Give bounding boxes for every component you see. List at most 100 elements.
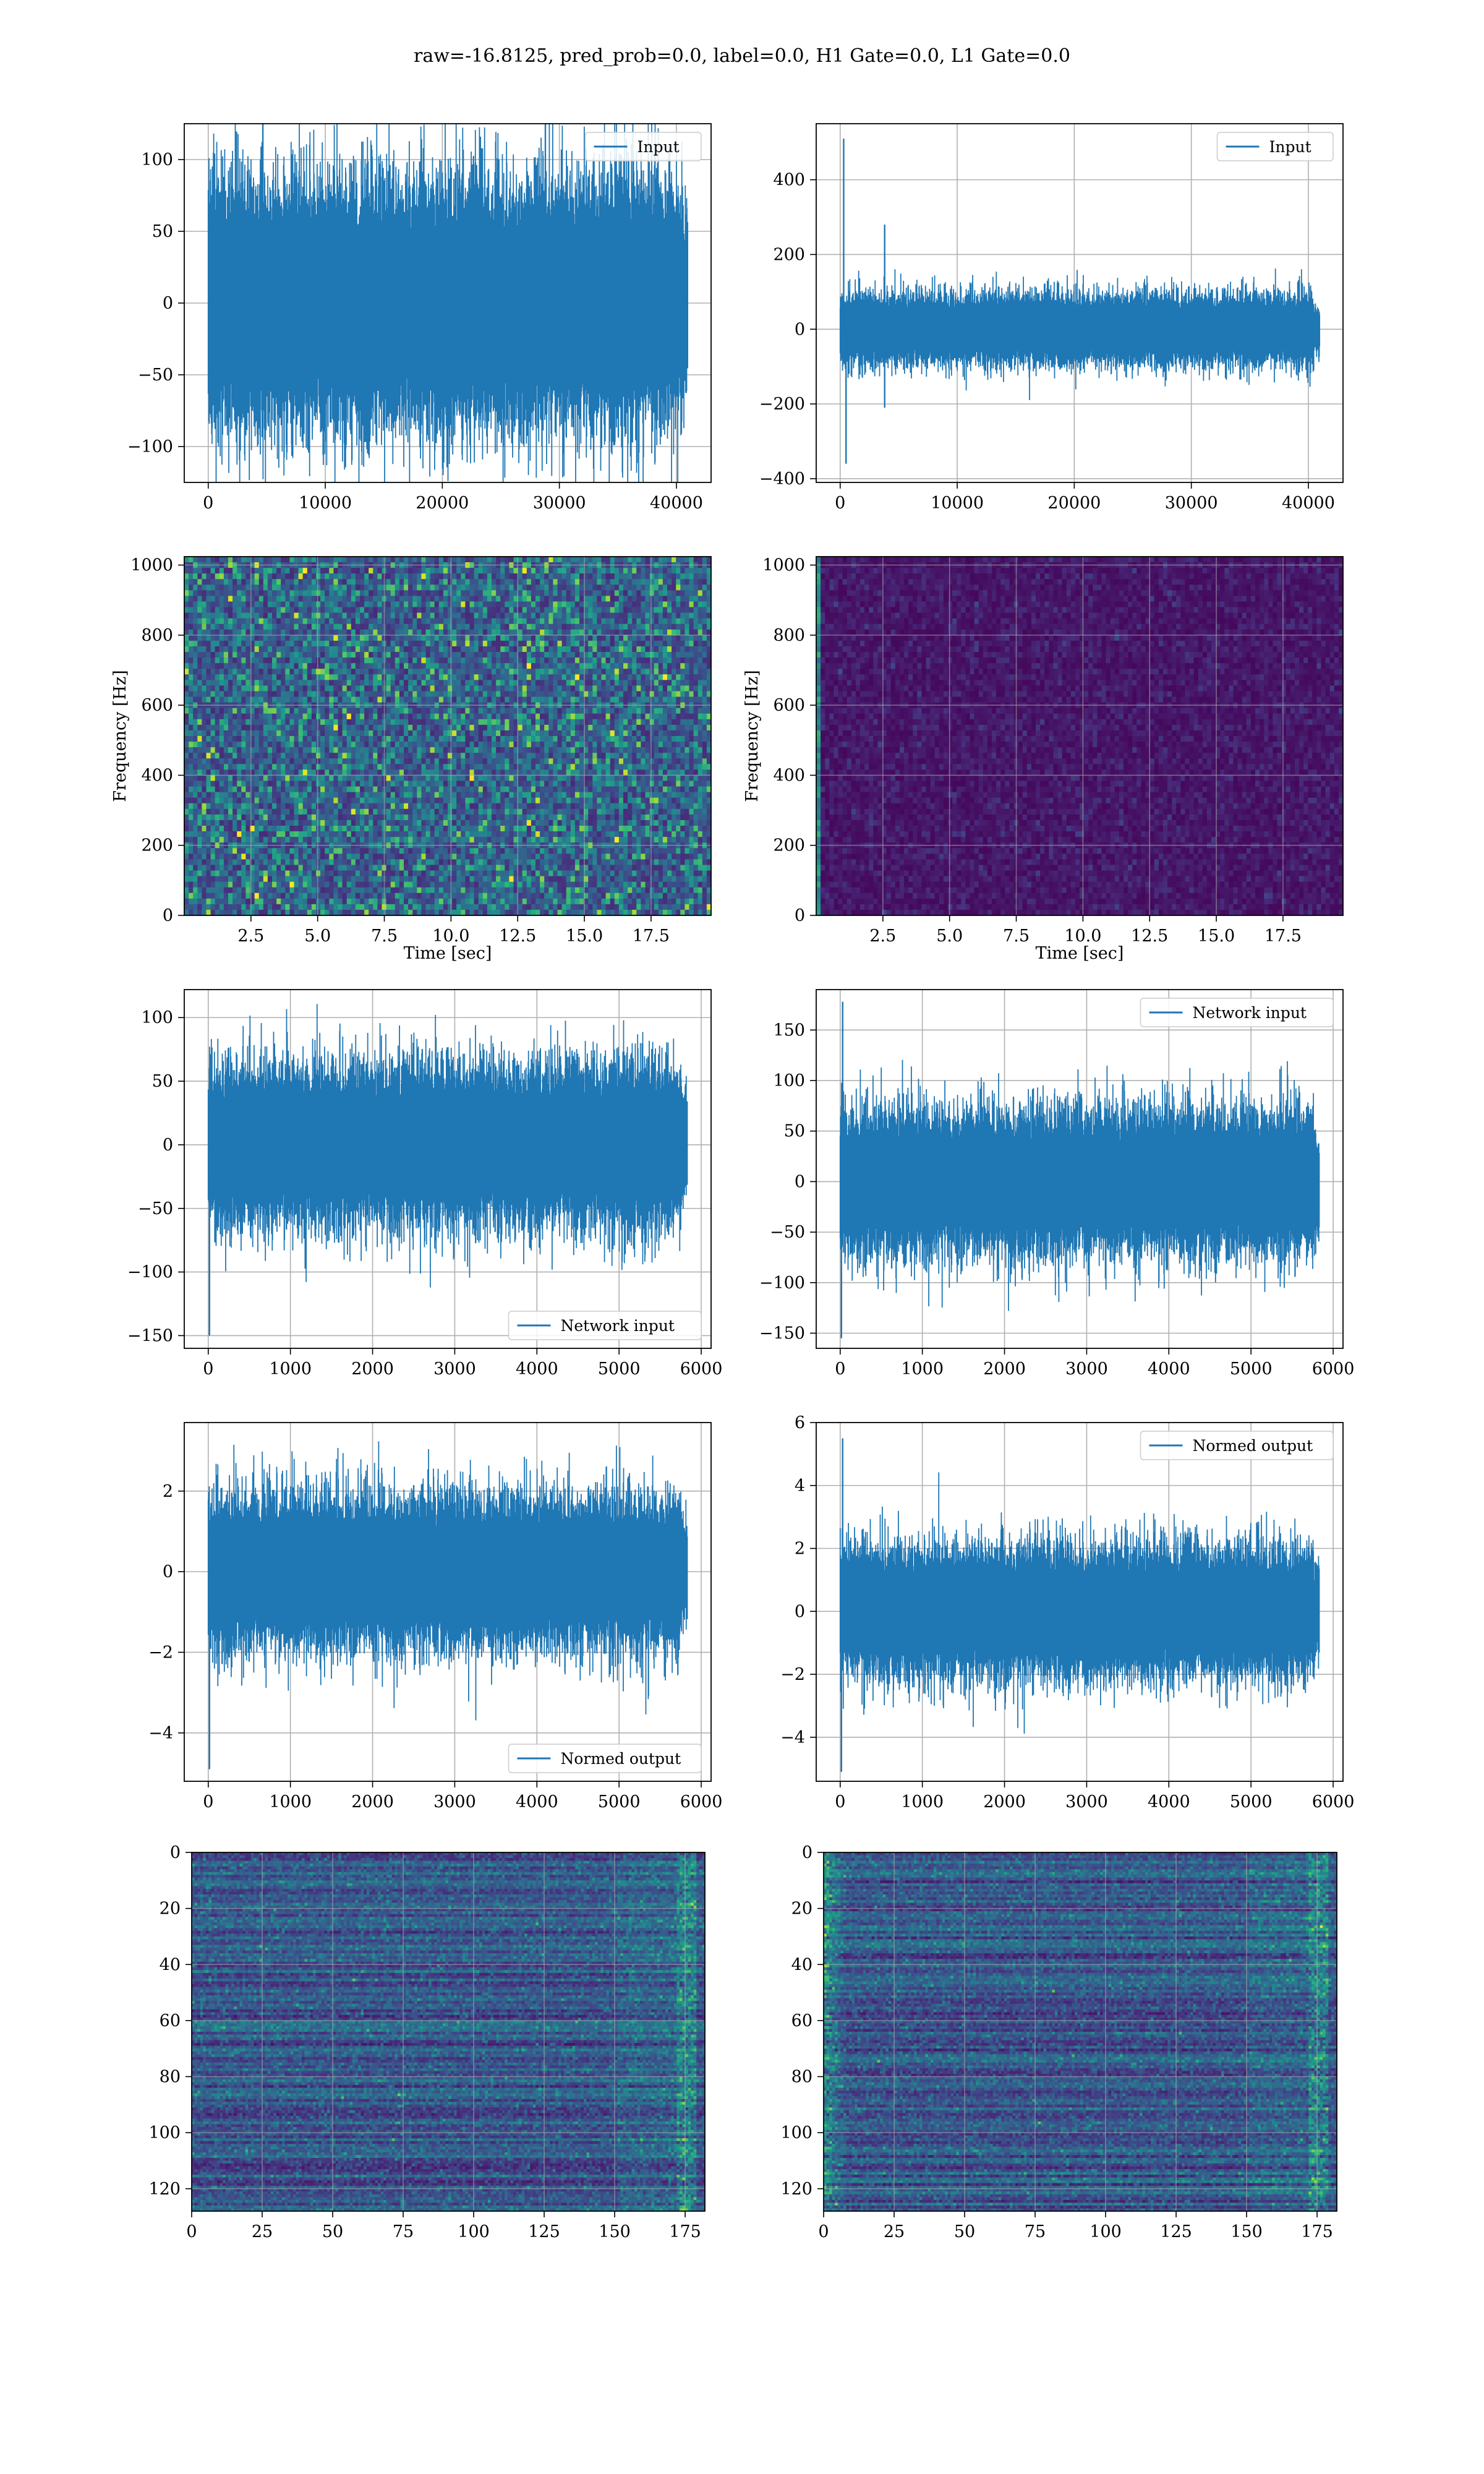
heatmap-cell	[369, 624, 373, 630]
heatmap-cell	[470, 725, 475, 731]
heatmap-cell	[474, 725, 479, 731]
heatmap-cell	[505, 590, 510, 596]
heatmap-cell	[364, 730, 369, 737]
heatmap-cell	[505, 646, 510, 653]
heatmap-cell	[281, 725, 286, 731]
heatmap-cell	[215, 596, 220, 602]
heatmap-cell	[333, 736, 338, 742]
heatmap-cell	[448, 607, 453, 614]
heatmap-cell	[540, 708, 545, 714]
heatmap-cell	[676, 557, 681, 563]
heatmap-cell	[347, 602, 352, 608]
heatmap-cell	[338, 669, 343, 675]
heatmap-cell	[689, 602, 694, 608]
heatmap-cell	[606, 714, 611, 720]
heatmap-cell	[220, 725, 224, 731]
heatmap-cell	[628, 758, 633, 764]
heatmap-cell	[522, 607, 527, 614]
heatmap-cell	[566, 630, 571, 636]
heatmap-cell	[672, 652, 676, 658]
heatmap-cell	[667, 573, 672, 580]
heatmap-cell	[684, 775, 689, 781]
heatmap-cell	[487, 602, 492, 608]
heatmap-cell	[351, 557, 356, 563]
heatmap-cell	[197, 624, 202, 630]
heatmap-cell	[548, 657, 553, 664]
heatmap-cell	[470, 742, 475, 748]
heatmap-cell	[456, 747, 461, 753]
heatmap-cell	[623, 618, 628, 625]
heatmap-cell	[281, 753, 286, 759]
heatmap-cell	[369, 657, 373, 664]
heatmap-cell	[606, 685, 611, 691]
heatmap-cell	[373, 663, 378, 669]
heatmap-cell	[347, 691, 352, 698]
heatmap-cell	[241, 635, 246, 641]
heatmap-cell	[320, 764, 325, 770]
heatmap-cell	[571, 747, 576, 753]
heatmap-cell	[430, 635, 435, 641]
heatmap-cell	[505, 719, 510, 726]
heatmap-cell	[702, 764, 707, 770]
heatmap-cell	[663, 747, 668, 753]
heatmap-cell	[404, 747, 409, 753]
heatmap-cell	[575, 708, 580, 714]
heatmap-cell	[606, 663, 611, 669]
heatmap-cell	[333, 573, 338, 580]
heatmap-cell	[255, 708, 260, 714]
heatmap-cell	[606, 725, 611, 731]
heatmap-cell	[245, 602, 250, 608]
heatmap-cell	[443, 736, 448, 742]
heatmap-cell	[483, 781, 488, 787]
heatmap-cell	[268, 579, 273, 585]
heatmap-cell	[259, 691, 264, 698]
heatmap-cell	[492, 613, 497, 619]
heatmap-cell	[461, 618, 466, 625]
heatmap-cell	[527, 674, 532, 680]
heatmap-cell	[272, 568, 277, 574]
heatmap-cell	[333, 781, 338, 787]
heatmap-cell	[369, 769, 373, 776]
heatmap-cell	[632, 697, 637, 703]
heatmap-cell	[448, 775, 453, 781]
heatmap-cell	[220, 747, 224, 753]
heatmap-cell	[505, 769, 510, 776]
heatmap-cell	[417, 579, 422, 585]
heatmap-cell	[606, 635, 611, 641]
heatmap-cell	[404, 557, 409, 563]
heatmap-cell	[562, 719, 567, 726]
heatmap-cell	[597, 635, 602, 641]
heatmap-cell	[588, 568, 593, 574]
heatmap-cell	[461, 680, 466, 686]
heatmap-cell	[636, 781, 641, 787]
heatmap-cell	[412, 669, 417, 675]
heatmap-cell	[224, 769, 229, 776]
heatmap-cell	[430, 769, 435, 776]
heatmap-cell	[228, 557, 233, 563]
heatmap-cell	[694, 646, 699, 653]
heatmap-cell	[518, 764, 523, 770]
heatmap-cell	[386, 736, 391, 742]
heatmap-cell	[684, 568, 689, 574]
heatmap-cell	[667, 685, 672, 691]
heatmap-cell	[492, 602, 497, 608]
heatmap-cell	[268, 725, 273, 731]
heatmap-cell	[316, 669, 321, 675]
heatmap-cell	[307, 769, 312, 776]
heatmap-cell	[220, 596, 224, 602]
heatmap-cell	[544, 674, 549, 680]
heatmap-cell	[461, 624, 466, 630]
heatmap-cell	[435, 758, 440, 764]
heatmap-cell	[426, 680, 431, 686]
heatmap-cell	[241, 584, 246, 591]
heatmap-cell	[299, 596, 304, 602]
heatmap-cell	[303, 736, 308, 742]
heatmap-cell	[548, 691, 553, 698]
heatmap-cell	[343, 753, 348, 759]
heatmap-cell	[426, 641, 431, 647]
heatmap-cell	[588, 624, 593, 630]
heatmap-cell	[241, 730, 246, 737]
heatmap-cell	[211, 674, 216, 680]
heatmap-cell	[220, 624, 224, 630]
heatmap-cell	[263, 685, 268, 691]
